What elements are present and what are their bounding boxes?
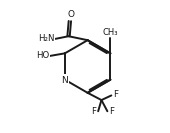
Text: HO: HO <box>36 51 49 61</box>
Text: O: O <box>67 10 74 19</box>
Text: F: F <box>113 90 118 99</box>
Text: N: N <box>61 76 67 85</box>
Text: H₂N: H₂N <box>38 34 55 43</box>
Text: F: F <box>91 107 96 116</box>
Text: CH₃: CH₃ <box>103 28 118 37</box>
Text: F: F <box>109 107 114 116</box>
